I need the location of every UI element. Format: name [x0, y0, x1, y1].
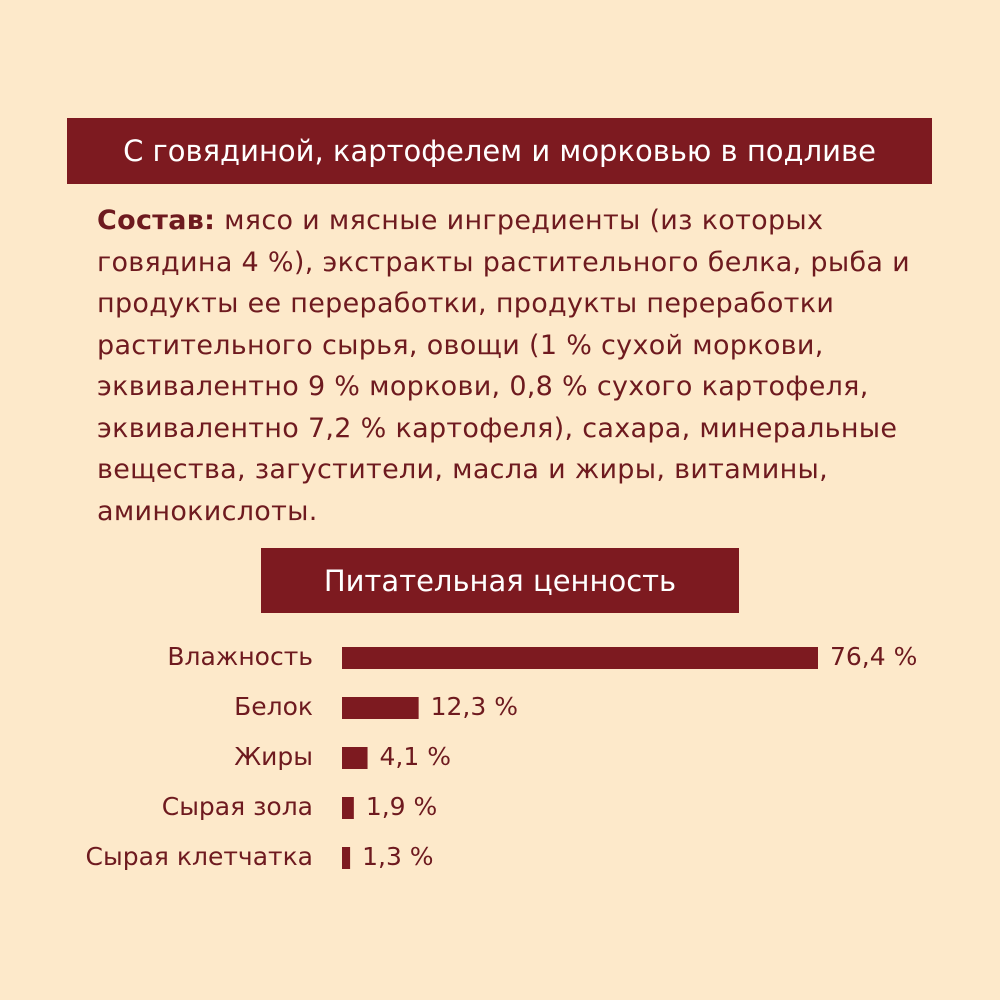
- chart-title-banner: Питательная ценность: [261, 548, 739, 613]
- composition-label: Состав:: [97, 205, 216, 236]
- category-label: Жиры: [234, 742, 313, 771]
- value-label: 1,3 %: [362, 842, 433, 871]
- bar: [342, 697, 419, 719]
- category-label: Влажность: [167, 642, 313, 671]
- bar: [342, 847, 351, 869]
- bar: [342, 647, 818, 669]
- title-banner: С говядиной, картофелем и морковью в под…: [67, 118, 932, 184]
- category-label: Сырая зола: [162, 792, 313, 821]
- bar: [342, 747, 368, 769]
- category-label: Белок: [234, 692, 313, 721]
- category-label: Сырая клетчатка: [86, 842, 313, 871]
- bar: [342, 797, 354, 819]
- value-label: 4,1 %: [380, 742, 451, 771]
- composition-text: мясо и мясные ингредиенты (из которых го…: [97, 205, 910, 527]
- value-label: 1,9 %: [366, 792, 437, 821]
- title: С говядиной, картофелем и морковью в под…: [123, 134, 876, 168]
- value-label: 12,3 %: [431, 692, 518, 721]
- value-label: 76,4 %: [830, 642, 917, 671]
- composition: Состав: мясо и мясные ингредиенты (из ко…: [97, 200, 927, 532]
- chart-title: Питательная ценность: [323, 563, 677, 598]
